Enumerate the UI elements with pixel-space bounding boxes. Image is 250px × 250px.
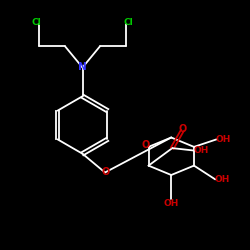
Text: OH: OH [164, 199, 179, 208]
Text: O: O [102, 167, 110, 177]
Text: Cl: Cl [32, 18, 41, 27]
Text: N: N [78, 62, 87, 72]
Text: O: O [179, 124, 187, 134]
Text: OH: OH [216, 135, 231, 144]
Text: O: O [142, 140, 150, 150]
Text: OH: OH [214, 175, 230, 184]
Text: Cl: Cl [124, 18, 134, 27]
Text: OH: OH [193, 146, 209, 155]
